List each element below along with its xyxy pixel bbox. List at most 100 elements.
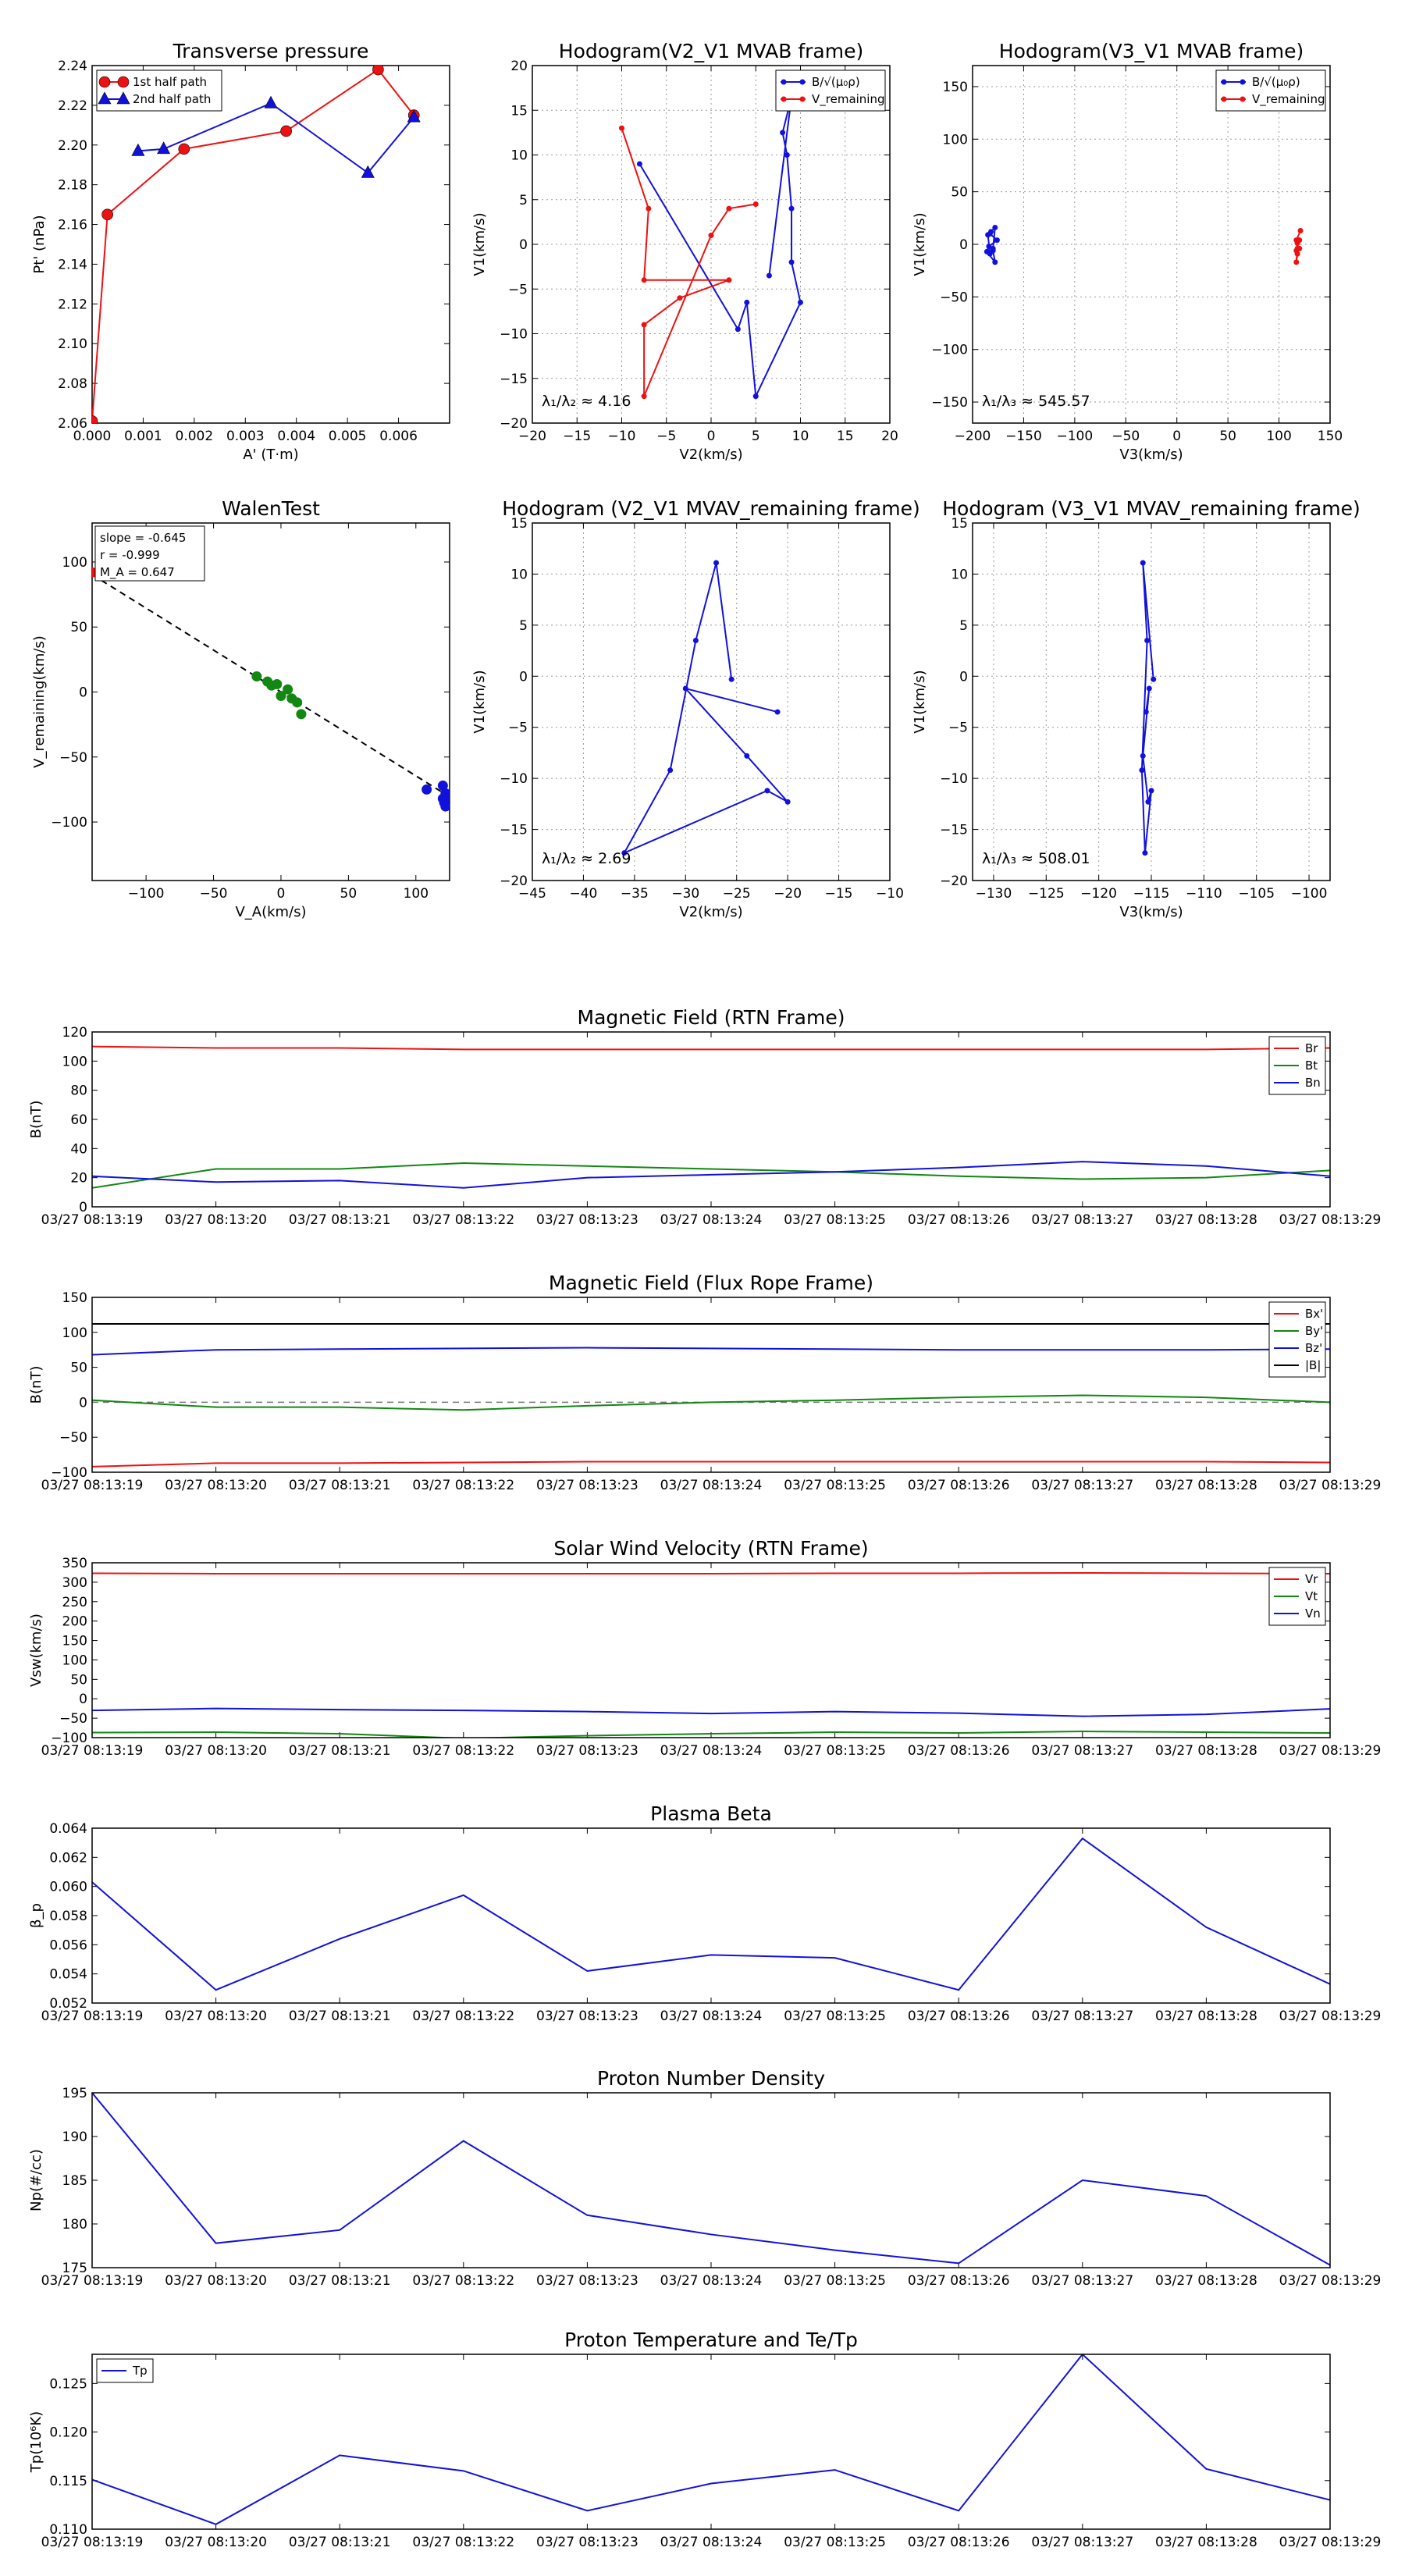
data-point bbox=[157, 141, 171, 155]
x-tick-label: −110 bbox=[1186, 886, 1222, 902]
legend-marker bbox=[1240, 96, 1246, 102]
y-tick-label: −50 bbox=[59, 750, 87, 766]
x-axis-label: V3(km/s) bbox=[1119, 904, 1183, 920]
legend-label: By' bbox=[1305, 1324, 1323, 1338]
x-tick-label: −5 bbox=[656, 429, 676, 444]
plot-frame bbox=[91, 2354, 1331, 2530]
time-tick-label: 03/27 08:13:27 bbox=[1031, 1212, 1133, 1228]
legend-marker bbox=[799, 79, 806, 85]
proton-temp-chart: 03/27 08:13:19 03/27 08:13:20 03/27 08:13:… bbox=[28, 2329, 1381, 2550]
plot-area bbox=[1139, 560, 1157, 856]
series-line bbox=[622, 562, 788, 855]
y-axis-label: β_p bbox=[28, 1903, 44, 1928]
time-tick-label: 03/27 08:13:25 bbox=[784, 2008, 886, 2024]
series-line-Vt bbox=[92, 1731, 1330, 1738]
series-line bbox=[621, 127, 756, 397]
time-tick-label: 03/27 08:13:23 bbox=[536, 1212, 638, 1228]
plot-area bbox=[984, 224, 1304, 265]
chart-title: Hodogram (V2_V1 MVAV_remaining frame) bbox=[502, 497, 920, 520]
x-tick-label: −15 bbox=[563, 429, 591, 444]
x-tick-label: 0 bbox=[1172, 429, 1181, 444]
y-tick-label: 2.10 bbox=[58, 336, 87, 352]
time-tick-label: 03/27 08:13:29 bbox=[1279, 1743, 1382, 1759]
walen-fit-line bbox=[92, 574, 443, 794]
legend-label: B/√(μ₀ρ) bbox=[812, 75, 860, 89]
time-tick-label: 03/27 08:13:20 bbox=[165, 1212, 267, 1228]
eigen-ratio-annotation: λ₁/λ₃ ≈ 545.57 bbox=[982, 393, 1090, 410]
y-tick-label: −20 bbox=[500, 416, 528, 432]
walen-point-green bbox=[296, 709, 307, 720]
y-tick-label: −20 bbox=[500, 873, 528, 889]
series-line bbox=[1140, 562, 1154, 853]
chart-title: Proton Temperature and Te/Tp bbox=[564, 2329, 858, 2351]
y-tick-label: 0.110 bbox=[49, 2522, 87, 2538]
y-tick-label: −15 bbox=[500, 372, 528, 387]
data-point bbox=[784, 799, 791, 805]
legend-label: V_remaining bbox=[812, 92, 885, 107]
legend-marker bbox=[116, 91, 130, 105]
y-tick-label: 0 bbox=[79, 1200, 87, 1215]
series-line-Vr bbox=[92, 1571, 1330, 1574]
x-tick-label: 0.002 bbox=[176, 429, 214, 444]
mag-fluxrope-chart: 03/27 08:13:19 03/27 08:13:20 03/27 08:13:… bbox=[28, 1272, 1381, 1493]
chart-title: Magnetic Field (Flux Rope Frame) bbox=[549, 1272, 873, 1294]
legend-marker bbox=[1240, 79, 1246, 85]
walen-point-green bbox=[283, 684, 293, 695]
time-tick-label: 03/27 08:13:19 bbox=[41, 2273, 144, 2289]
x-tick-label: −20 bbox=[518, 429, 546, 444]
y-tick-label: 0.060 bbox=[49, 1880, 87, 1895]
plot-frame bbox=[532, 65, 891, 424]
y-tick-label: 50 bbox=[951, 185, 968, 201]
data-point bbox=[1145, 799, 1151, 805]
series-line-Np bbox=[92, 2093, 1330, 2266]
time-tick-label: 03/27 08:13:24 bbox=[660, 2273, 763, 2289]
y-tick-label: 2.18 bbox=[58, 178, 87, 194]
x-tick-label: 0.006 bbox=[379, 429, 418, 444]
legend-label: Bz' bbox=[1305, 1341, 1322, 1355]
time-tick-label: 03/27 08:13:23 bbox=[536, 2535, 638, 2550]
legend-label: 2nd half path bbox=[133, 92, 211, 106]
x-tick-label: 100 bbox=[404, 886, 429, 902]
y-tick-label: 5 bbox=[519, 618, 528, 634]
time-tick-label: 03/27 08:13:26 bbox=[908, 2273, 1010, 2289]
chart-title: Hodogram(V3_V1 MVAB frame) bbox=[999, 40, 1304, 62]
y-tick-label: −100 bbox=[51, 1731, 87, 1746]
walen-point-green bbox=[292, 697, 303, 708]
chart-title: Hodogram(V2_V1 MVAB frame) bbox=[559, 40, 863, 62]
y-tick-label: 20 bbox=[70, 1171, 87, 1187]
y-tick-label: 100 bbox=[62, 1325, 87, 1341]
y-tick-label: 2.22 bbox=[58, 98, 87, 114]
data-point bbox=[667, 767, 674, 774]
y-tick-label: 150 bbox=[62, 1290, 87, 1306]
time-tick-label: 03/27 08:13:25 bbox=[784, 1743, 886, 1759]
time-tick-label: 03/27 08:13:20 bbox=[165, 2535, 267, 2550]
y-tick-label: 180 bbox=[62, 2217, 87, 2233]
time-tick-label: 03/27 08:13:26 bbox=[908, 2535, 1010, 2550]
time-tick-label: 03/27 08:13:28 bbox=[1155, 2273, 1257, 2289]
time-tick-label: 03/27 08:13:22 bbox=[412, 1212, 514, 1228]
time-tick-label: 03/27 08:13:23 bbox=[536, 2273, 638, 2289]
time-tick-label: 03/27 08:13:19 bbox=[41, 1743, 144, 1759]
legend-label: Vt bbox=[1305, 1589, 1318, 1603]
data-point bbox=[1293, 259, 1300, 265]
x-tick-label: −150 bbox=[1005, 429, 1042, 444]
time-tick-label: 03/27 08:13:26 bbox=[908, 1743, 1010, 1759]
proton-density-chart: 03/27 08:13:19 03/27 08:13:20 03/27 08:13:… bbox=[28, 2067, 1381, 2289]
y-tick-label: −5 bbox=[508, 282, 528, 297]
y-tick-label: 185 bbox=[62, 2173, 87, 2189]
y-tick-label: 2.14 bbox=[58, 257, 87, 272]
x-tick-label: −50 bbox=[200, 886, 228, 902]
y-tick-label: 60 bbox=[70, 1112, 87, 1128]
data-point bbox=[788, 205, 795, 212]
time-tick-label: 03/27 08:13:21 bbox=[289, 2273, 391, 2289]
x-tick-label: −200 bbox=[955, 429, 991, 444]
x-tick-label: −50 bbox=[1112, 429, 1140, 444]
x-tick-label: −100 bbox=[128, 886, 165, 902]
time-tick-label: 03/27 08:13:20 bbox=[165, 1478, 267, 1493]
x-tick-label: 0 bbox=[277, 886, 286, 902]
legend-box bbox=[1215, 69, 1326, 112]
legend-label: V_remaining bbox=[1252, 92, 1325, 107]
data-point bbox=[992, 224, 998, 230]
y-tick-label: −10 bbox=[500, 327, 528, 343]
y-tick-label: −5 bbox=[948, 720, 968, 736]
